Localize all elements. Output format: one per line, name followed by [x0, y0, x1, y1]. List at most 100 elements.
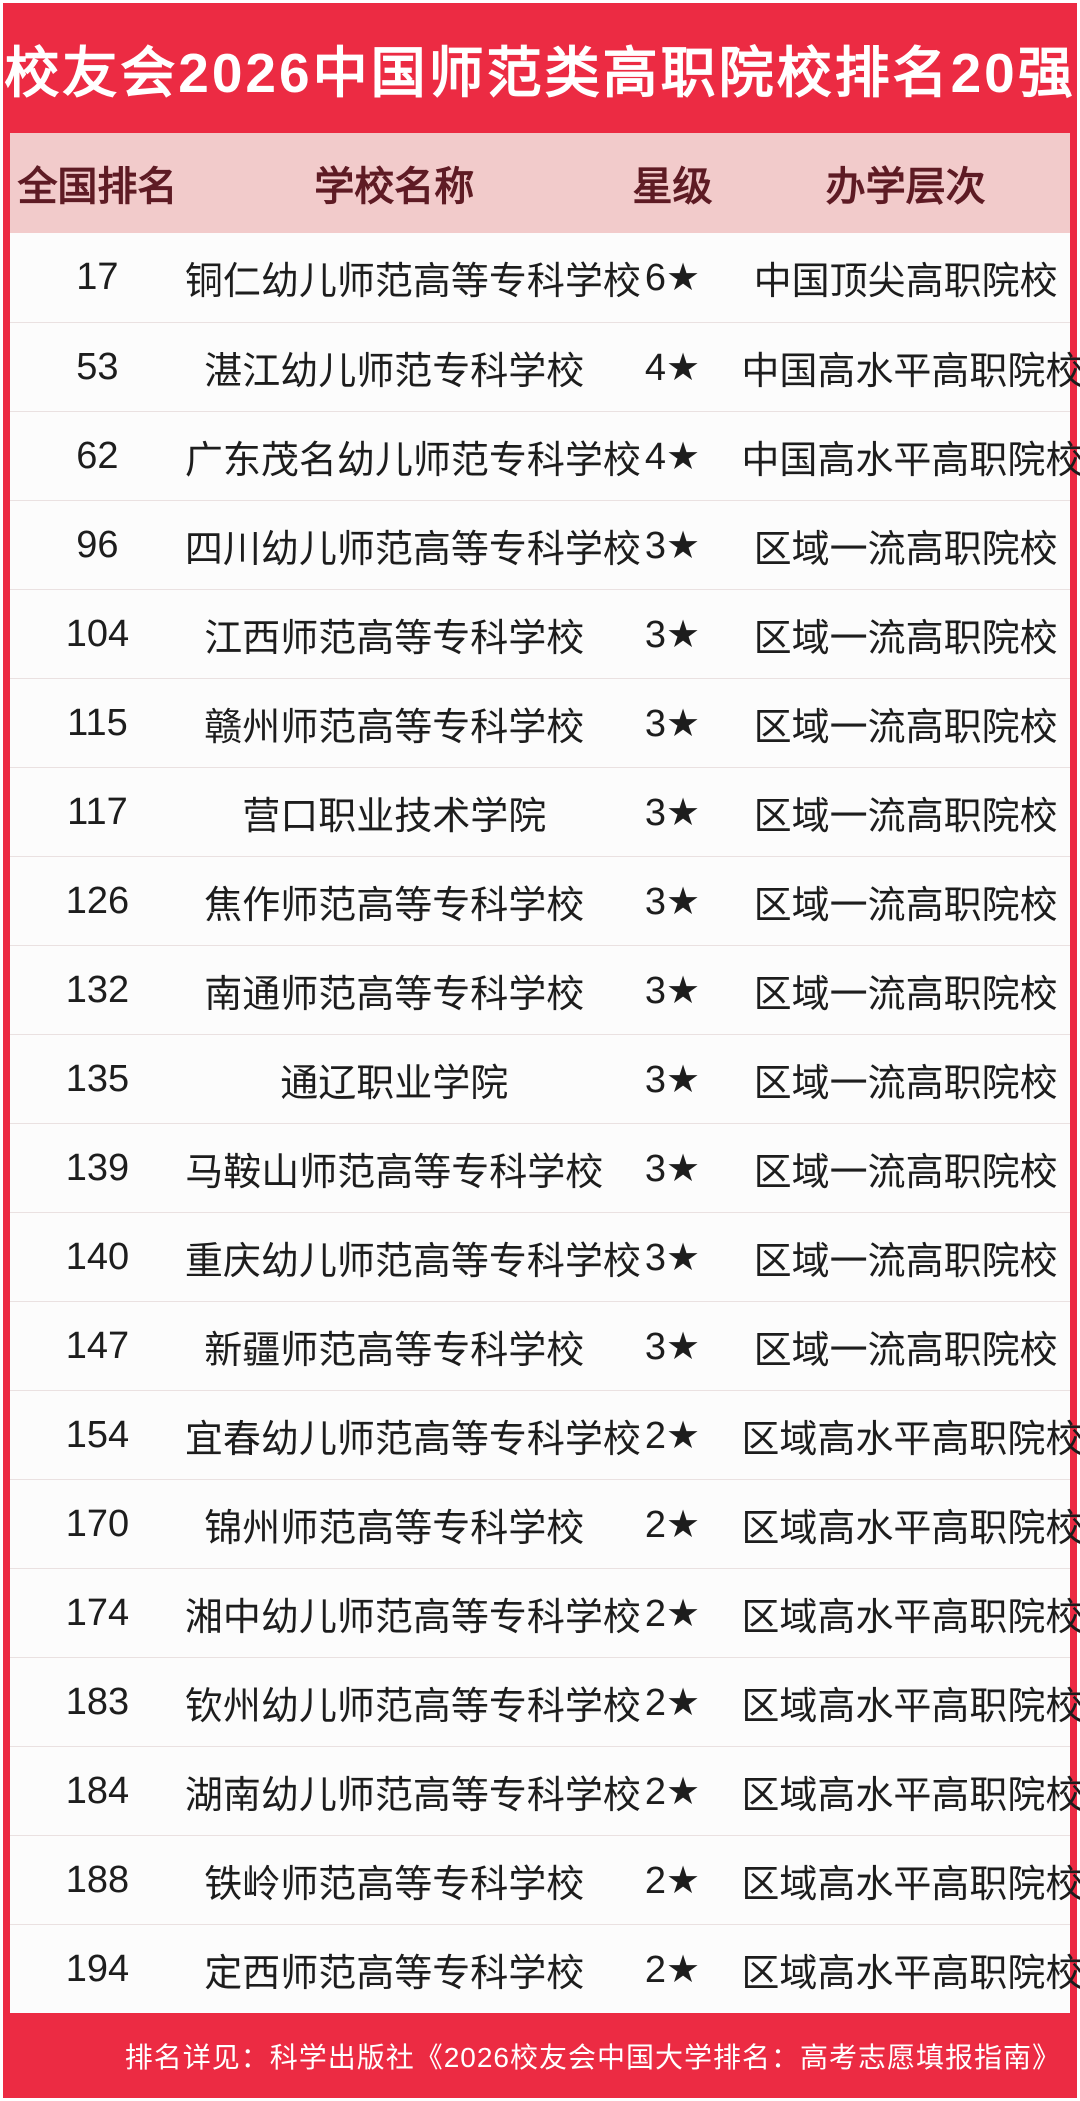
school-name-cell: 通辽职业学院 [280, 1062, 509, 1105]
level-cell: 区域一流高职院校 [753, 706, 1058, 749]
school-name-cell: 马鞍山师范高等专科学校 [185, 1151, 604, 1194]
star-rating-cell: 2★ [644, 1681, 701, 1724]
table-row: 170 锦州师范高等专科学校 2★ 区域高水平高职院校 [10, 1479, 1080, 1568]
rank-cell: 188 [65, 1858, 130, 1901]
table-row: 135 通辽职业学院 3★ 区域一流高职院校 [10, 1034, 1070, 1123]
level-cell: 区域高水平高职院校 [741, 1507, 1080, 1550]
level-cell: 区域一流高职院校 [753, 884, 1058, 927]
table-row: 188 铁岭师范高等专科学校 2★ 区域高水平高职院校 [10, 1835, 1080, 1924]
star-rating-cell: 3★ [644, 524, 701, 567]
star-rating-cell: 3★ [644, 791, 701, 834]
rank-cell: 194 [65, 1947, 130, 1990]
table-row: 53 湛江幼儿师范专科学校 4★ 中国高水平高职院校 [10, 322, 1080, 411]
table-row: 62 广东茂名幼儿师范专科学校 4★ 中国高水平高职院校 [10, 411, 1080, 500]
star-rating-cell: 3★ [644, 613, 701, 656]
footer-note: 排名详见：科学出版社《2026校友会中国大学排名：高考志愿填报指南》 [124, 2041, 1061, 2073]
school-name-cell: 钦州幼儿师范高等专科学校 [184, 1685, 641, 1728]
rank-cell: 53 [76, 345, 119, 388]
level-cell: 区域高水平高职院校 [741, 1418, 1080, 1461]
level-cell: 区域一流高职院校 [753, 1329, 1058, 1372]
star-rating-cell: 4★ [644, 346, 701, 389]
column-header-rank: 全国排名 [17, 165, 178, 209]
rank-cell: 104 [65, 612, 130, 655]
star-rating-cell: 3★ [644, 1236, 701, 1279]
table-row: 104 江西师范高等专科学校 3★ 区域一流高职院校 [10, 589, 1070, 678]
school-name-cell: 四川幼儿师范高等专科学校 [184, 528, 641, 571]
school-name-cell: 湘中幼儿师范高等专科学校 [184, 1596, 641, 1639]
level-cell: 区域高水平高职院校 [741, 1952, 1080, 1995]
table-row: 147 新疆师范高等专科学校 3★ 区域一流高职院校 [10, 1301, 1070, 1390]
column-header-star: 星级 [632, 165, 713, 209]
rank-cell: 126 [65, 879, 130, 922]
level-cell: 区域一流高职院校 [753, 1151, 1058, 1194]
rank-cell: 174 [65, 1591, 130, 1634]
school-name-cell: 湛江幼儿师范专科学校 [204, 350, 585, 393]
table-row: 139 马鞍山师范高等专科学校 3★ 区域一流高职院校 [10, 1123, 1070, 1212]
star-rating-cell: 4★ [644, 435, 701, 478]
school-name-cell: 新疆师范高等专科学校 [204, 1329, 585, 1372]
rank-cell: 154 [65, 1413, 130, 1456]
star-rating-cell: 2★ [644, 1592, 701, 1635]
rank-cell: 96 [76, 523, 119, 566]
ranking-table: 全国排名 学校名称 星级 办学层次 17 铜仁幼儿师范高等专科学校 6★ 中国顶… [10, 133, 1080, 2013]
rank-cell: 140 [65, 1235, 130, 1278]
star-rating-cell: 2★ [644, 1414, 701, 1457]
table-row: 184 湖南幼儿师范高等专科学校 2★ 区域高水平高职院校 [10, 1746, 1080, 1835]
table-row: 132 南通师范高等专科学校 3★ 区域一流高职院校 [10, 945, 1070, 1034]
star-rating-cell: 2★ [644, 1859, 701, 1902]
level-cell: 区域一流高职院校 [753, 795, 1058, 838]
column-header-school: 学校名称 [314, 165, 475, 209]
school-name-cell: 江西师范高等专科学校 [204, 617, 585, 660]
rank-cell: 139 [65, 1146, 130, 1189]
rank-cell: 183 [65, 1680, 130, 1723]
school-name-cell: 焦作师范高等专科学校 [204, 884, 585, 927]
star-rating-cell: 2★ [644, 1948, 701, 1991]
table-row: 183 钦州幼儿师范高等专科学校 2★ 区域高水平高职院校 [10, 1657, 1080, 1746]
level-cell: 中国顶尖高职院校 [753, 261, 1058, 303]
footer-banner: 排名详见：科学出版社《2026校友会中国大学排名：高考志愿填报指南》 [3, 2013, 1077, 2098]
rank-cell: 135 [65, 1057, 130, 1100]
table-row: 115 赣州师范高等专科学校 3★ 区域一流高职院校 [10, 678, 1070, 767]
level-cell: 区域高水平高职院校 [741, 1685, 1080, 1728]
title-banner: 校友会2026中国师范类高职院校排名20强 [3, 3, 1077, 133]
rank-cell: 184 [65, 1769, 130, 1812]
school-name-cell: 广东茂名幼儿师范专科学校 [184, 439, 641, 482]
rank-cell: 117 [67, 790, 128, 833]
page-title: 校友会2026中国师范类高职院校排名20强 [4, 42, 1076, 104]
level-cell: 中国高水平高职院校 [741, 439, 1080, 482]
level-cell: 区域一流高职院校 [753, 1062, 1058, 1105]
rank-cell: 115 [67, 701, 128, 744]
school-name-cell: 定西师范高等专科学校 [204, 1952, 585, 1995]
level-cell: 区域一流高职院校 [753, 528, 1058, 571]
school-name-cell: 铁岭师范高等专科学校 [204, 1863, 585, 1906]
level-cell: 区域高水平高职院校 [741, 1774, 1080, 1817]
school-name-cell: 宜春幼儿师范高等专科学校 [184, 1418, 641, 1461]
level-cell: 区域高水平高职院校 [741, 1596, 1080, 1639]
rank-cell: 17 [76, 256, 119, 298]
star-rating-cell: 2★ [644, 1503, 701, 1546]
school-name-cell: 营口职业技术学院 [242, 795, 547, 838]
level-cell: 区域一流高职院校 [753, 1240, 1058, 1283]
school-name-cell: 赣州师范高等专科学校 [204, 706, 585, 749]
table-body: 17 铜仁幼儿师范高等专科学校 6★ 中国顶尖高职院校 53 湛江幼儿师范专科学… [10, 233, 1080, 2013]
school-name-cell: 湖南幼儿师范高等专科学校 [184, 1774, 641, 1817]
school-name-cell: 重庆幼儿师范高等专科学校 [184, 1240, 641, 1283]
table-row: 96 四川幼儿师范高等专科学校 3★ 区域一流高职院校 [10, 500, 1070, 589]
star-rating-cell: 3★ [644, 1147, 701, 1190]
star-rating-cell: 2★ [644, 1770, 701, 1813]
school-name-cell: 南通师范高等专科学校 [204, 973, 585, 1016]
table-row: 194 定西师范高等专科学校 2★ 区域高水平高职院校 [10, 1924, 1080, 2013]
school-name-cell: 铜仁幼儿师范高等专科学校 [184, 261, 641, 303]
table-row: 17 铜仁幼儿师范高等专科学校 6★ 中国顶尖高职院校 [10, 233, 1070, 322]
star-rating-cell: 3★ [644, 969, 701, 1012]
star-rating-cell: 3★ [644, 1325, 701, 1368]
table-row: 140 重庆幼儿师范高等专科学校 3★ 区域一流高职院校 [10, 1212, 1070, 1301]
star-rating-cell: 3★ [644, 1058, 701, 1101]
rank-cell: 132 [65, 968, 130, 1011]
star-rating-cell: 3★ [644, 702, 701, 745]
rank-cell: 170 [65, 1502, 130, 1545]
star-rating-cell: 6★ [644, 257, 701, 299]
rank-cell: 62 [76, 434, 119, 477]
table-row: 117 营口职业技术学院 3★ 区域一流高职院校 [10, 767, 1070, 856]
